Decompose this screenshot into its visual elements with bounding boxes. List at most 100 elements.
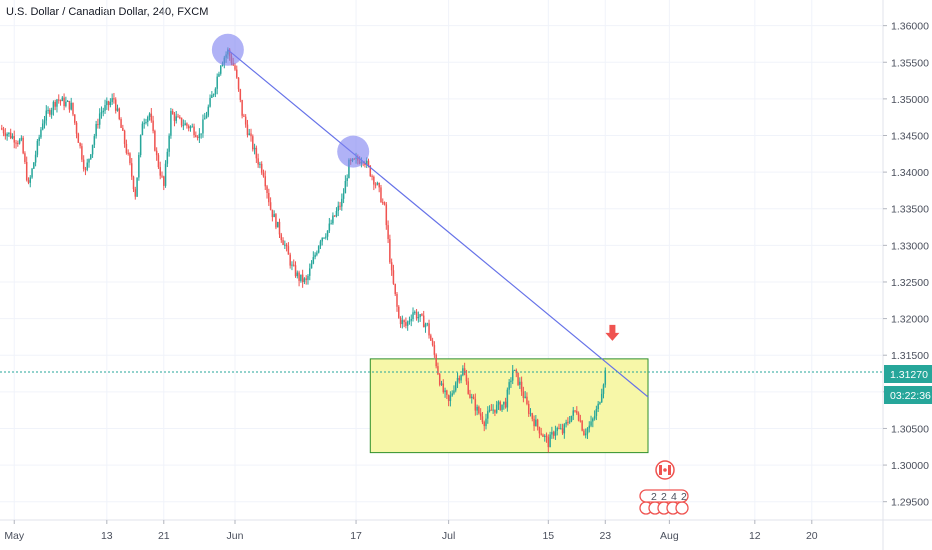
event-count-2: 2 bbox=[661, 491, 667, 503]
candle-body bbox=[476, 406, 478, 411]
pivot-circle-2[interactable] bbox=[337, 135, 370, 168]
candle-body bbox=[560, 428, 562, 430]
candle-body bbox=[154, 130, 156, 151]
candle-body bbox=[278, 221, 281, 235]
candle-body bbox=[487, 411, 489, 419]
candle-body bbox=[143, 122, 145, 124]
candle-body bbox=[171, 111, 174, 115]
candle-body bbox=[250, 133, 252, 137]
candle-body bbox=[70, 102, 72, 110]
candle-body bbox=[91, 144, 94, 155]
candle-body bbox=[565, 422, 567, 425]
candle-body bbox=[593, 415, 596, 419]
candle-body bbox=[600, 393, 603, 403]
candle-body bbox=[506, 389, 509, 408]
candle-body bbox=[474, 398, 477, 411]
us-flag-icon[interactable]: 2 2 4 2 bbox=[639, 489, 689, 515]
candle-body bbox=[365, 160, 368, 166]
candle-body bbox=[544, 435, 546, 437]
candle-body bbox=[118, 108, 121, 120]
candle-body bbox=[271, 209, 274, 218]
pivot-circle-1[interactable] bbox=[211, 33, 244, 66]
candle-body bbox=[508, 382, 510, 390]
candle-body bbox=[259, 163, 261, 165]
candle-body bbox=[579, 420, 582, 422]
candle-body bbox=[520, 381, 523, 392]
down-arrow-icon[interactable] bbox=[605, 324, 620, 341]
candle-body bbox=[469, 393, 471, 398]
candle-body bbox=[314, 254, 316, 258]
candle-body bbox=[193, 126, 195, 136]
time-axis[interactable]: May 13 21 Jun 17 Jul 15 23 Aug 12 20 bbox=[4, 520, 818, 542]
candle-body bbox=[22, 137, 24, 154]
candle-body bbox=[471, 396, 473, 398]
candle-body bbox=[433, 345, 436, 355]
candle-body bbox=[554, 430, 557, 436]
candle-body bbox=[72, 102, 74, 115]
candle-body bbox=[408, 320, 411, 322]
candle-body bbox=[269, 202, 272, 210]
candle-body bbox=[157, 155, 160, 168]
candle-body bbox=[376, 182, 379, 185]
last-price-text: 1.31270 bbox=[890, 369, 928, 381]
candle-body bbox=[6, 133, 8, 137]
candle-body bbox=[74, 114, 76, 123]
candle-body bbox=[180, 117, 183, 126]
candle-body bbox=[248, 133, 250, 135]
candle-body bbox=[20, 137, 23, 140]
candle-body bbox=[260, 163, 263, 173]
candle-body bbox=[488, 409, 491, 412]
candle-body bbox=[597, 403, 599, 409]
candle-body bbox=[195, 135, 197, 137]
candle-body bbox=[547, 437, 550, 448]
candle-body bbox=[369, 165, 372, 176]
candle-body bbox=[266, 186, 268, 194]
candle-body bbox=[184, 123, 186, 126]
candle-body bbox=[24, 153, 26, 162]
y-tick-label: 1.31500 bbox=[891, 350, 929, 362]
candle-body bbox=[298, 272, 300, 281]
candle-body bbox=[576, 411, 578, 414]
canada-flag-icon[interactable] bbox=[655, 460, 675, 480]
candle-body bbox=[538, 426, 541, 434]
candle-body bbox=[292, 264, 295, 266]
candle-body bbox=[599, 402, 601, 404]
candle-body bbox=[467, 381, 469, 394]
candle-body bbox=[378, 182, 380, 188]
candle-body bbox=[426, 323, 429, 325]
candle-body bbox=[309, 268, 311, 276]
candle-body bbox=[106, 101, 108, 106]
candle-body bbox=[447, 394, 450, 402]
trendline[interactable] bbox=[227, 49, 649, 398]
candle-body bbox=[556, 428, 558, 431]
price-axis[interactable]: 1.36000 1.35500 1.35000 1.34500 1.34000 1.335… bbox=[883, 21, 929, 509]
candle-body bbox=[187, 125, 190, 129]
candle-body bbox=[462, 368, 464, 376]
candle-body bbox=[513, 369, 516, 371]
candle-body bbox=[479, 413, 482, 417]
candle-body bbox=[166, 151, 169, 164]
candle-body bbox=[175, 116, 177, 121]
candle-body bbox=[179, 117, 181, 119]
candle-body bbox=[604, 370, 607, 385]
candle-body bbox=[191, 126, 194, 128]
candle-body bbox=[421, 314, 423, 316]
candle-body bbox=[540, 433, 542, 435]
candle-body bbox=[494, 409, 496, 413]
y-tick-label: 1.29500 bbox=[891, 497, 929, 509]
candle-body bbox=[328, 223, 331, 231]
candle-body bbox=[490, 409, 493, 411]
candle-body bbox=[50, 110, 53, 115]
candle-body bbox=[389, 238, 391, 263]
candle-body bbox=[570, 415, 573, 422]
candle-body bbox=[485, 418, 487, 427]
candle-body bbox=[205, 115, 208, 119]
range-box[interactable] bbox=[369, 358, 649, 454]
candle-body bbox=[510, 380, 512, 383]
x-tick-label: 21 bbox=[158, 530, 170, 542]
candle-body bbox=[339, 205, 341, 207]
candle-body bbox=[403, 320, 405, 323]
candle-body bbox=[412, 312, 414, 320]
candle-body bbox=[282, 240, 284, 245]
